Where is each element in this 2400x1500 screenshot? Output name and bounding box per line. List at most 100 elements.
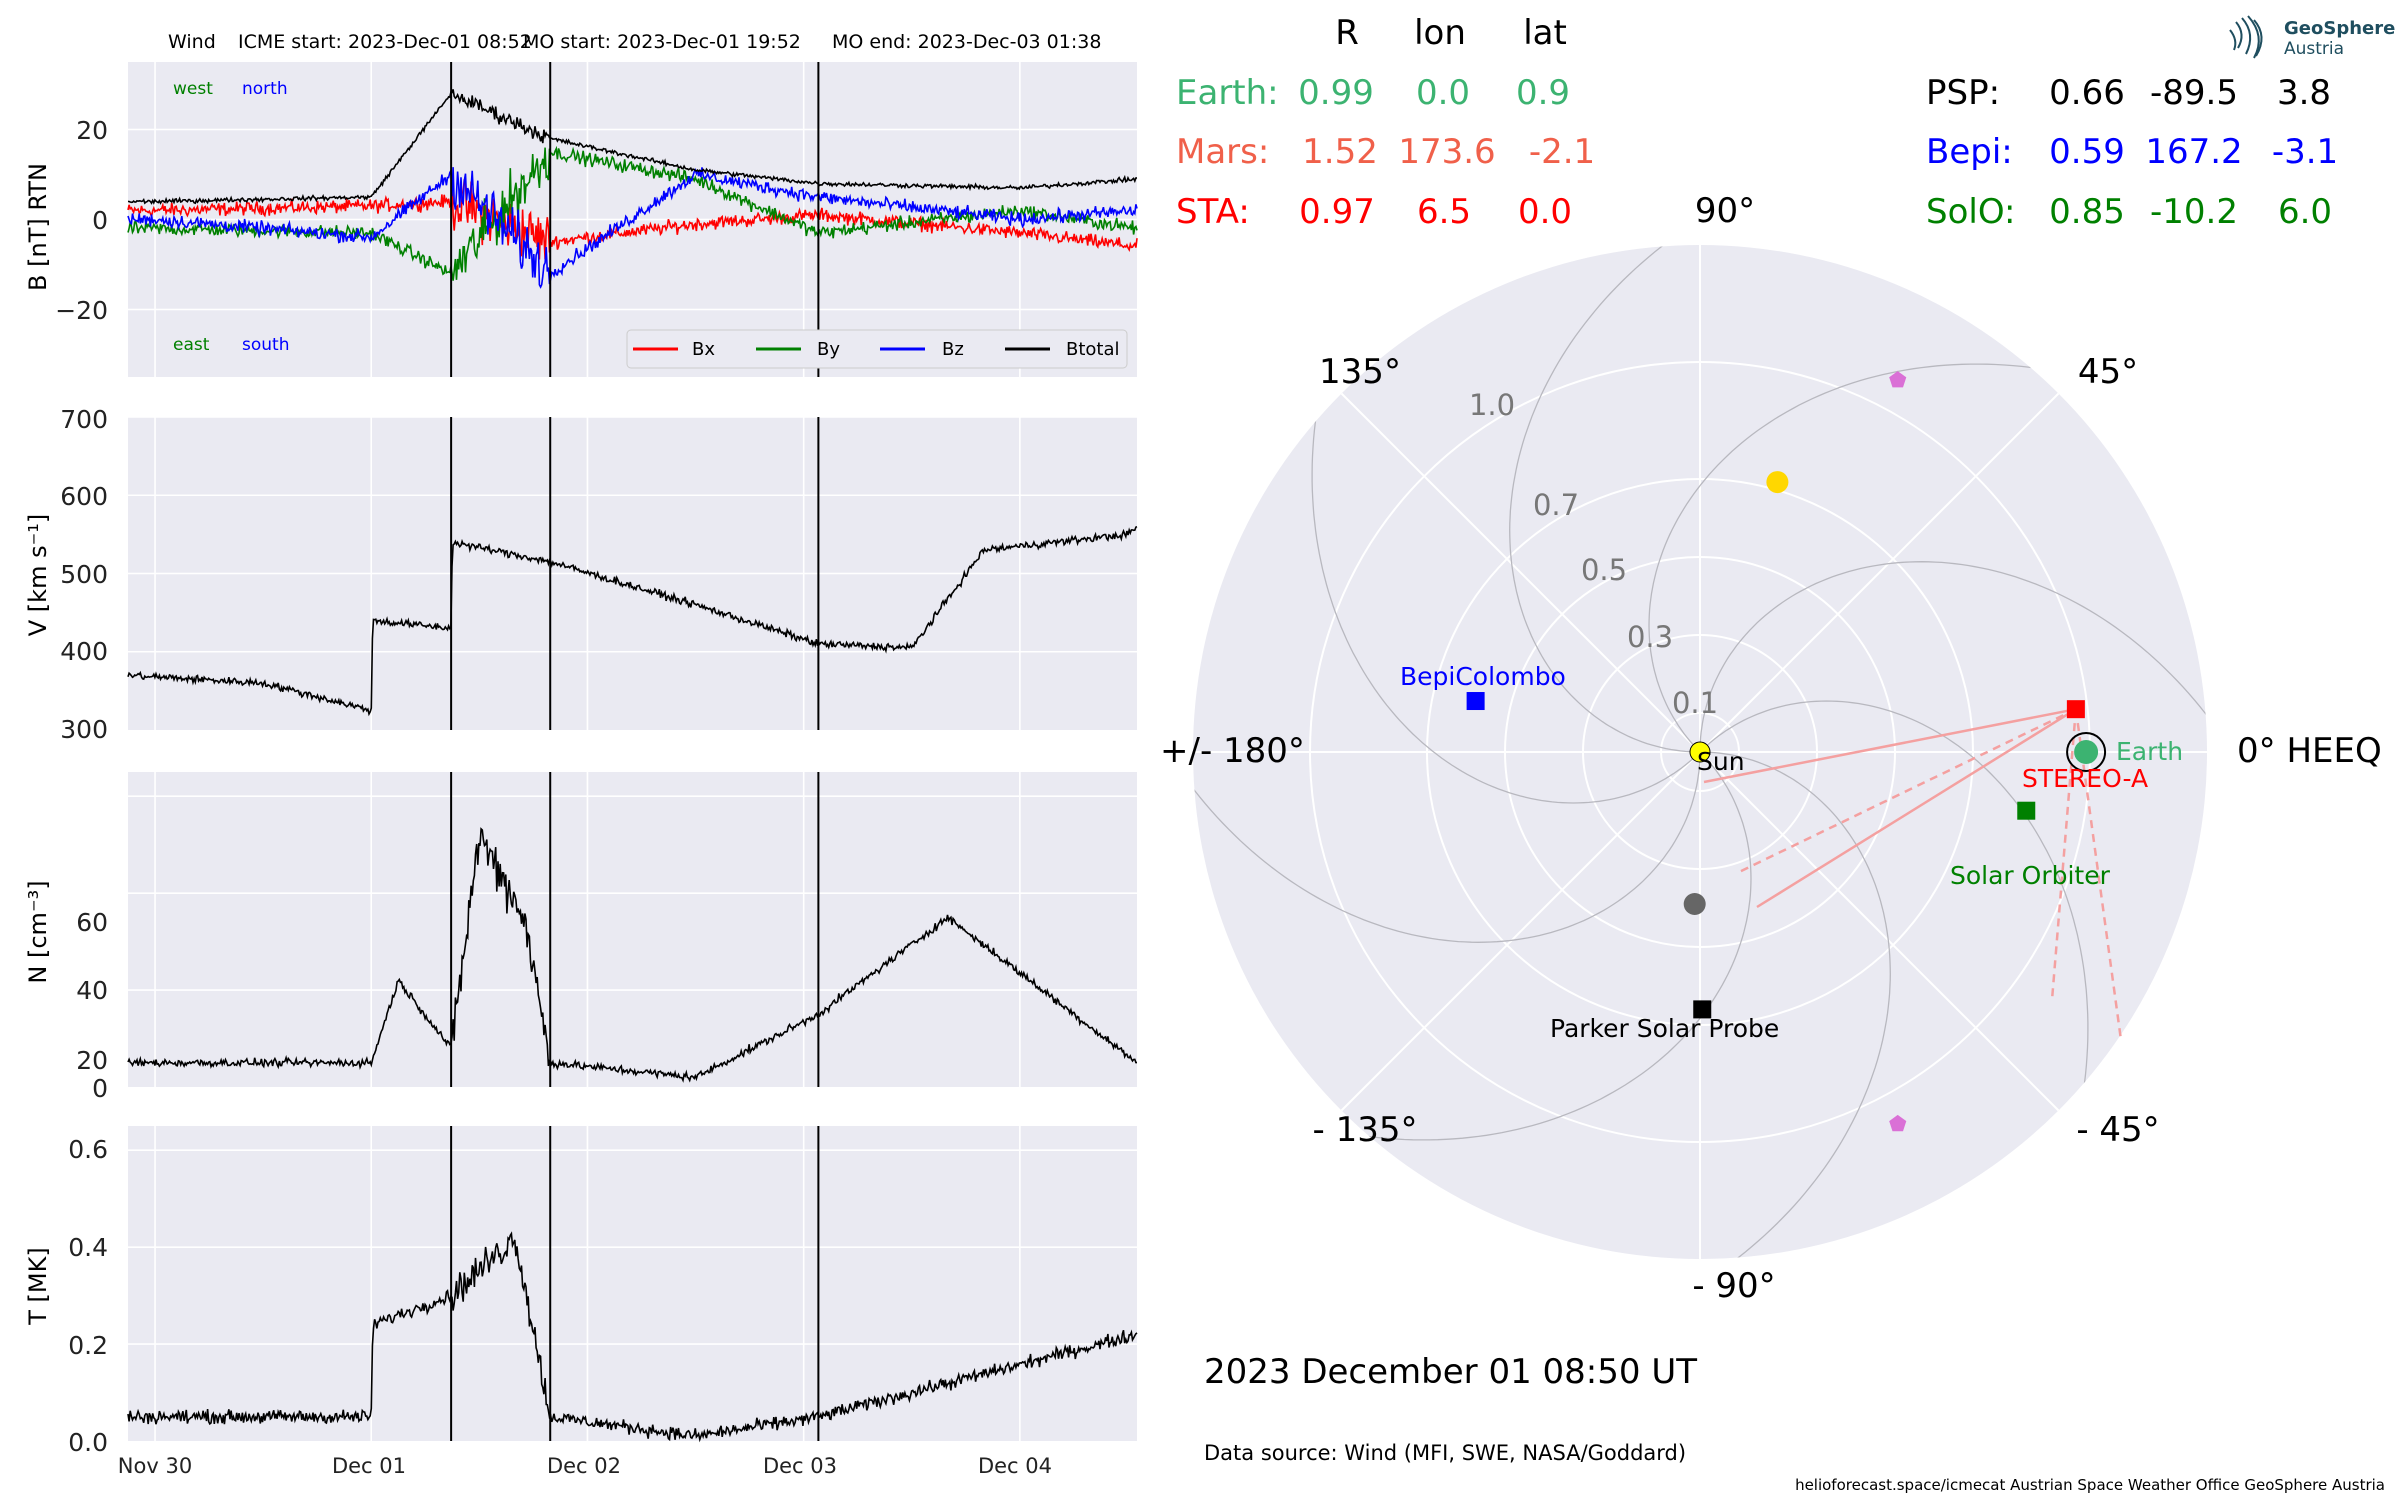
table-header-r: R [1335, 13, 1359, 53]
table-row-psp: PSP: 0.66 -89.5 3.8 [1926, 73, 2331, 113]
y-tick-labels: 20 0 −20 700 600 500 400 300 60 40 20 0 … [55, 116, 108, 1457]
xtick-dec02: Dec 02 [547, 1454, 621, 1478]
label-east: east [173, 335, 210, 355]
ylabel-n: N [cm⁻³] [24, 880, 52, 983]
ytick-n-0: 0 [92, 1074, 108, 1103]
row-earth-lat: 0.9 [1516, 73, 1570, 113]
ylabel-t: T [MK] [24, 1247, 52, 1325]
polar-plot [1193, 245, 2207, 1259]
x-tick-labels: Nov 30 Dec 01 Dec 02 Dec 03 Dec 04 [118, 1454, 1052, 1478]
data-source: Data source: Wind (MFI, SWE, NASA/Goddar… [1204, 1441, 1686, 1465]
parker-spirals [1193, 245, 2207, 1259]
table-row-solo: SolO: 0.85 -10.2 6.0 [1926, 192, 2332, 232]
ylabel-b: B [nT] RTN [24, 163, 52, 291]
row-bepi-lat: -3.1 [2272, 132, 2338, 172]
logo-line1: GeoSphere [2284, 18, 2395, 39]
row-earth-name: Earth: [1176, 73, 1279, 113]
legend-label-btotal: Btotal [1066, 339, 1120, 360]
parker-spiral-line [1311, 279, 1701, 804]
panel-t-background [128, 1126, 1137, 1441]
row-solo-r: 0.85 [2049, 192, 2125, 232]
legend-label-bx: Bx [692, 339, 715, 360]
series-b-btotal [127, 89, 1138, 205]
label-solo: Solar Orbiter [1950, 861, 2111, 890]
polar-spoke [1340, 751, 1701, 1112]
polar-spoke [1699, 392, 2060, 753]
row-psp-lat: 3.8 [2277, 73, 2331, 113]
label-bepi: BepiColombo [1400, 662, 1566, 691]
rtick-03: 0.3 [1627, 620, 1673, 654]
series-n-n [127, 827, 1137, 1083]
label-stereo: STEREO-A [2022, 764, 2148, 793]
ytick-v-700: 700 [60, 405, 108, 434]
ytick-v-400: 400 [60, 637, 108, 666]
row-solo-name: SolO: [1926, 192, 2015, 232]
row-bepi-name: Bepi: [1926, 132, 2013, 172]
label-sun: Sun [1697, 747, 1745, 776]
credits: helioforecast.space/icmecat Austrian Spa… [1795, 1476, 2385, 1494]
table-row-bepi: Bepi: 0.59 167.2 -3.1 [1926, 132, 2338, 172]
ytick-v-500: 500 [60, 560, 108, 589]
legend-box [626, 329, 1128, 369]
row-mars-r: 1.52 [1302, 132, 1378, 172]
label-south: south [242, 335, 289, 355]
panel-t [127, 1126, 1138, 1443]
marker-bepicolombo [1466, 692, 1485, 711]
timeseries-panels [127, 62, 1138, 1443]
fov-line-2 [1736, 708, 2077, 875]
angle-m90: - 90° [1692, 1266, 1775, 1306]
polar-angle-labels: 90° 45° 0° HEEQ - 45° - 90° - 135° +/- 1… [1160, 191, 2382, 1306]
rtick-07: 0.7 [1533, 488, 1579, 522]
marker-pentagon-lower [1889, 1114, 1907, 1132]
polar-object-labels: Sun Earth STEREO-A Solar Orbiter Parker … [1400, 662, 2183, 1043]
series-t-t [127, 1231, 1138, 1443]
parker-spiral-line [1193, 661, 1701, 943]
header-mo-start: MO start: 2023-Dec-01 19:52 [523, 31, 801, 53]
row-sta-r: 0.97 [1299, 192, 1375, 232]
row-sta-name: STA: [1176, 192, 1250, 232]
polar-spoke [1699, 751, 2060, 1112]
geosphere-logo: GeoSphere Austria [2229, 15, 2395, 59]
xtick-nov30: Nov 30 [118, 1454, 192, 1478]
header-mo-end: MO end: 2023-Dec-03 01:38 [832, 31, 1101, 53]
ylabel-v: V [km s⁻¹] [24, 514, 52, 636]
ytick-n-40: 40 [76, 976, 108, 1005]
parker-spiral-line [1227, 751, 1752, 1141]
rtick-05: 0.5 [1581, 553, 1627, 587]
parker-spiral-line [1648, 363, 2173, 753]
ytick-t-06: 0.6 [68, 1135, 108, 1164]
rtick-10: 1.0 [1469, 388, 1515, 422]
logo-line2: Austria [2284, 39, 2344, 59]
parker-spiral-line [1699, 700, 2089, 1225]
fov-line-0 [1703, 707, 2077, 784]
row-mars-lat: -2.1 [1529, 132, 1595, 172]
xtick-dec03: Dec 03 [763, 1454, 837, 1478]
label-west: west [173, 79, 213, 99]
fov-line-4 [2050, 709, 2078, 1001]
legend-label-bz: Bz [942, 339, 964, 360]
y-axis-labels: B [nT] RTN V [km s⁻¹] N [cm⁻³] T [MK] [24, 163, 52, 1326]
b-legend: Bx By Bz Btotal [626, 329, 1128, 369]
table-row-sta: STA: 0.97 6.5 0.0 [1176, 192, 1572, 232]
row-sta-lon: 6.5 [1417, 192, 1471, 232]
ytick-b-0: 0 [92, 206, 108, 235]
row-mars-name: Mars: [1176, 132, 1269, 172]
marker-earth [2074, 740, 2099, 764]
xtick-dec04: Dec 04 [978, 1454, 1052, 1478]
marker-sun [1689, 741, 1711, 763]
series-b-bz [127, 167, 1138, 289]
panel-n [127, 772, 1137, 1087]
row-earth-lon: 0.0 [1416, 73, 1470, 113]
ytick-t-00: 0.0 [68, 1428, 108, 1457]
row-sta-lat: 0.0 [1518, 192, 1572, 232]
row-solo-lon: -10.2 [2150, 192, 2238, 232]
parker-spiral-line [1509, 245, 1791, 753]
marker-solar-orbiter [2017, 801, 2036, 820]
positions-table: R lon lat Earth: 0.99 0.0 0.9 Mars: 1.52… [1176, 13, 2338, 232]
table-row-earth: Earth: 0.99 0.0 0.9 [1176, 73, 1570, 113]
ytick-v-600: 600 [60, 482, 108, 511]
stereo-fov [1703, 707, 2123, 1041]
row-solo-lat: 6.0 [2278, 192, 2332, 232]
parker-spiral-line [1609, 751, 1891, 1259]
series-v-v [127, 525, 1138, 717]
